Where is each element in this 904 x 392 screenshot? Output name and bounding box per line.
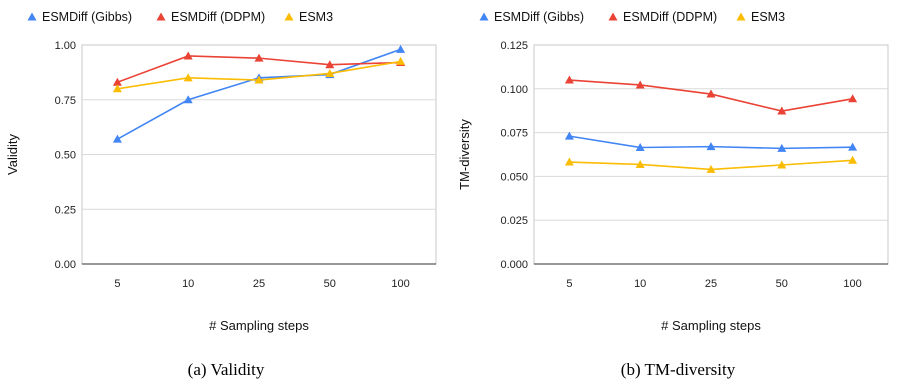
chart-panel-validity: 0.00 0.25 0.50 0.75 1.00 5 10 25 50 100 # Sampling… [5,10,437,379]
y-tick-label: 1.00 [55,40,76,52]
legend-label-esm3: ESM3 [299,10,333,24]
chart-validity: 0.00 0.25 0.50 0.75 1.00 5 10 25 50 100 # Sampling… [5,10,437,333]
data-point-esm3 [183,73,193,82]
data-point-esmdiff-gibbs [396,44,406,53]
x-tick-label: 100 [843,278,861,290]
y-tick-label: 0.75 [55,95,76,107]
data-point-esmdiff-ddpm [564,75,574,84]
legend-marker-esm3 [284,12,294,21]
y-axis-label: Validity [5,134,20,175]
legend-label-esm3: ESM3 [751,10,785,24]
x-axis-label: # Sampling steps [661,318,761,333]
data-point-esmdiff-ddpm [183,51,193,60]
x-tick-label: 25 [705,278,717,290]
y-tick-label: 0.025 [500,215,528,227]
data-point-esmdiff-gibbs [635,142,645,151]
data-point-esmdiff-ddpm [777,106,787,115]
data-point-esm3 [254,75,264,84]
data-point-esmdiff-ddpm [112,77,122,86]
plot-frame [533,44,889,265]
data-point-esmdiff-gibbs [777,143,787,152]
data-point-esm3 [396,56,406,65]
y-tick-label: 0.25 [55,204,76,216]
data-point-esm3 [325,68,335,77]
legend-label-esmdiff-gibbs: ESMDiff (Gibbs) [42,10,132,24]
x-tick-label: 25 [253,278,265,290]
data-point-esm3 [635,159,645,168]
data-point-esmdiff-ddpm [706,89,716,98]
data-point-esm3 [112,84,122,93]
x-tick-label: 100 [391,278,409,290]
y-tick-label: 0.050 [500,171,528,183]
y-tick-label: 0.000 [500,259,528,271]
chart-tm-diversity: 0.000 0.025 0.050 0.075 0.100 0.125 5 10 25 50 100… [457,10,889,333]
series-line-esmdiff-gibbs [117,48,401,140]
legend-marker-esmdiff-gibbs [27,12,37,21]
data-point-esmdiff-ddpm [635,80,645,89]
legend-label-esmdiff-ddpm: ESMDiff (DDPM) [171,10,265,24]
data-point-esm3 [564,157,574,166]
caption-tm-diversity: (b) TM-diversity [620,360,736,379]
data-point-esmdiff-ddpm [848,94,858,103]
y-axis-label: TM-diversity [457,119,472,190]
legend-marker-esmdiff-gibbs [479,12,489,21]
data-point-esmdiff-gibbs [112,134,122,143]
data-point-esm3 [777,160,787,169]
y-tick-label: 0.075 [500,128,528,140]
data-point-esmdiff-ddpm [254,53,264,62]
caption-validity: (a) Validity [187,360,265,379]
data-point-esmdiff-gibbs [564,131,574,140]
legend-label-esmdiff-gibbs: ESMDiff (Gibbs) [494,10,584,24]
x-tick-label: 50 [324,278,336,290]
y-tick-label: 0.100 [500,84,528,96]
x-axis-label: # Sampling steps [209,318,309,333]
legend-label-esmdiff-ddpm: ESMDiff (DDPM) [623,10,717,24]
y-tick-label: 0.50 [55,150,76,162]
x-tick-label: 5 [566,278,572,290]
data-point-esmdiff-gibbs [706,142,716,151]
x-tick-label: 50 [776,278,788,290]
x-tick-label: 10 [634,278,646,290]
x-tick-label: 5 [114,278,120,290]
data-point-esm3 [848,155,858,164]
data-point-esmdiff-gibbs [848,142,858,151]
y-tick-label: 0.00 [55,259,76,271]
data-point-esm3 [706,164,716,173]
chart-panel-tm-diversity: 0.000 0.025 0.050 0.075 0.100 0.125 5 10 25 50 100… [452,0,904,392]
legend-marker-esm3 [736,12,746,21]
data-point-esmdiff-gibbs [183,95,193,104]
x-tick-label: 10 [182,278,194,290]
legend-marker-esmdiff-ddpm [156,12,166,21]
data-point-esmdiff-ddpm [325,60,335,69]
legend-marker-esmdiff-ddpm [608,12,618,21]
y-tick-label: 0.125 [500,40,528,52]
